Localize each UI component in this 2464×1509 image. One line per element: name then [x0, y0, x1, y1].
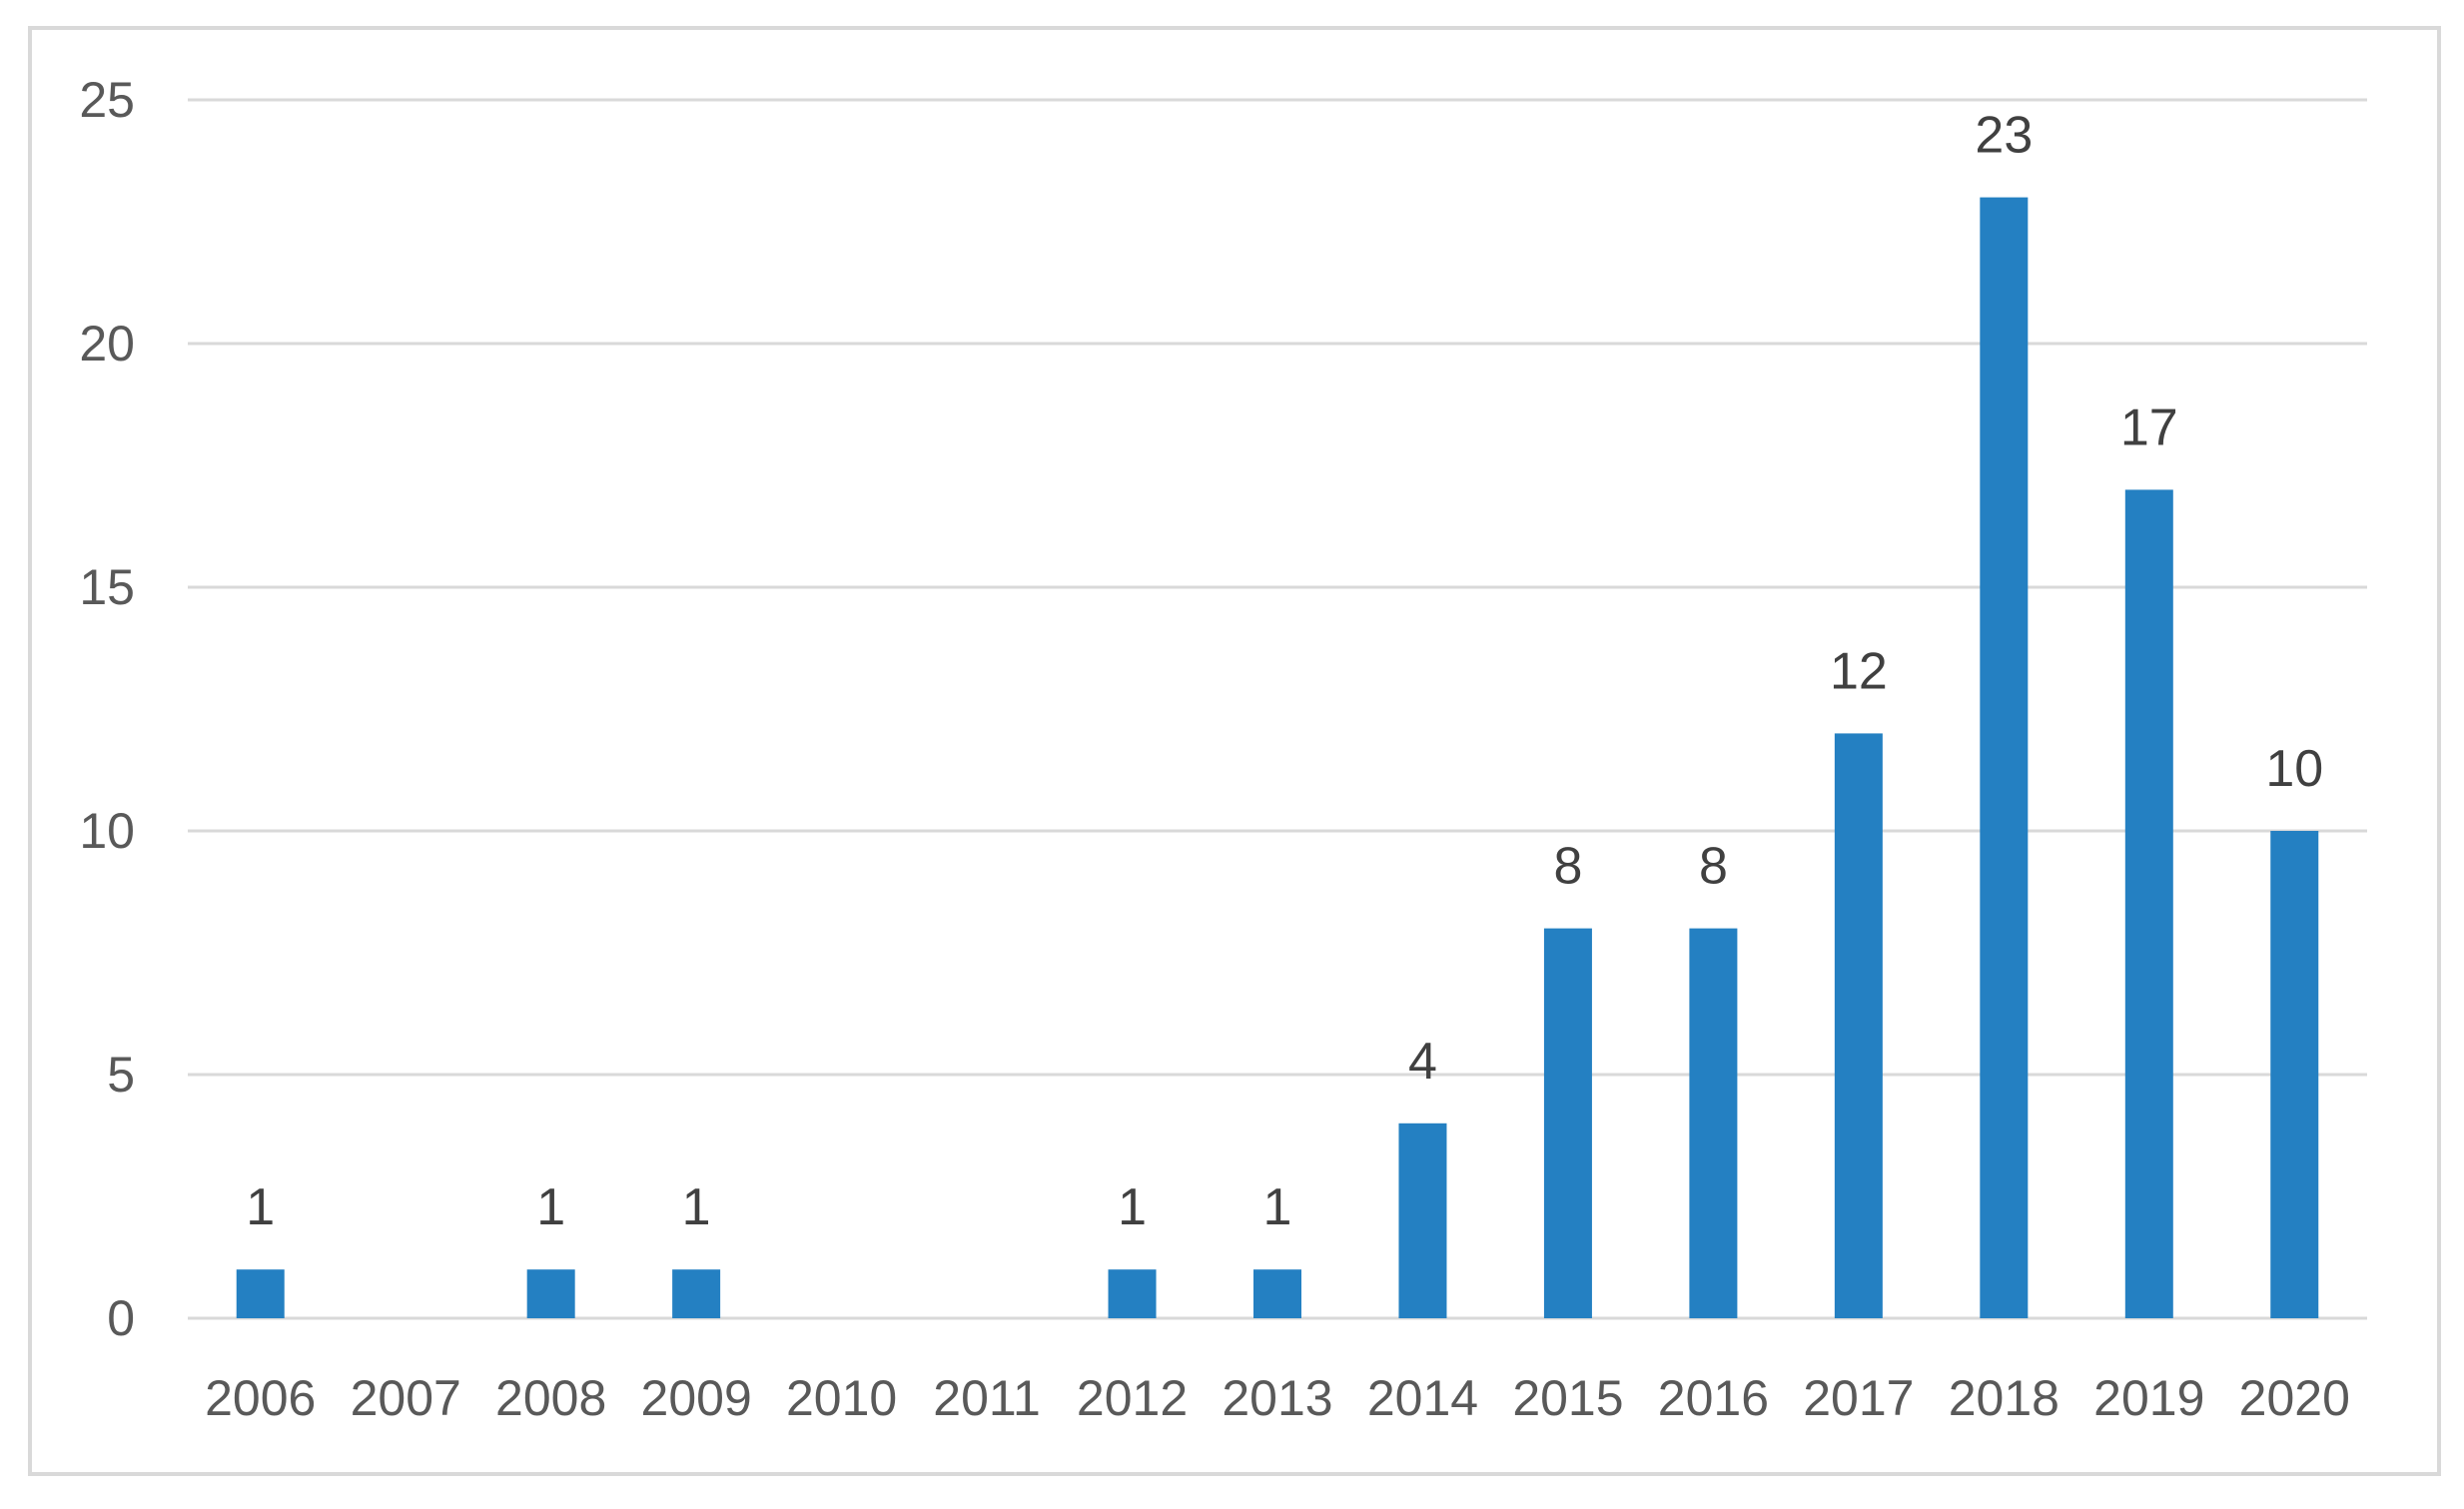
x-tick-label-2018: 2018 — [1949, 1370, 2059, 1426]
x-tick-label-2008: 2008 — [495, 1370, 606, 1426]
x-tick-label-2007: 2007 — [351, 1370, 461, 1426]
data-label-2017: 12 — [1830, 642, 1888, 700]
bars — [236, 197, 2319, 1319]
x-tick-label-2006: 2006 — [205, 1370, 316, 1426]
y-axis-tick-labels: 0 5 10 15 20 25 — [79, 72, 135, 1346]
bar-2020 — [2270, 831, 2319, 1318]
y-tick-label: 10 — [79, 803, 135, 859]
y-tick-label: 0 — [107, 1290, 135, 1346]
data-label-2015: 8 — [1553, 838, 1582, 896]
data-label-2006: 1 — [246, 1178, 275, 1236]
data-label-2018: 23 — [1975, 107, 2033, 165]
x-tick-label-2013: 2013 — [1222, 1370, 1332, 1426]
x-tick-label-2017: 2017 — [1803, 1370, 1914, 1426]
y-tick-label: 20 — [79, 316, 135, 372]
y-tick-label: 25 — [79, 72, 135, 128]
bar-2006 — [236, 1269, 285, 1318]
data-labels: 1 1 1 1 1 4 8 8 12 23 17 10 — [246, 107, 2323, 1237]
x-tick-label-2016: 2016 — [1658, 1370, 1769, 1426]
bar-2009 — [672, 1269, 721, 1318]
bar-2018 — [1980, 197, 2029, 1319]
x-tick-label-2009: 2009 — [641, 1370, 752, 1426]
x-tick-label-2015: 2015 — [1512, 1370, 1623, 1426]
data-label-2014: 4 — [1408, 1033, 1437, 1091]
y-tick-label: 5 — [107, 1047, 135, 1103]
chart-border — [28, 26, 2441, 1476]
x-axis-tick-labels: 2006 2007 2008 2009 2010 2011 2012 2013 2014 2015… — [205, 1370, 2350, 1426]
x-tick-label-2010: 2010 — [786, 1370, 897, 1426]
data-label-2008: 1 — [536, 1178, 565, 1236]
bar-2016 — [1689, 928, 1738, 1318]
bar-2017 — [1834, 733, 1883, 1318]
data-label-2012: 1 — [1118, 1178, 1147, 1236]
data-label-2019: 17 — [2120, 398, 2178, 456]
bar-2014 — [1398, 1123, 1447, 1318]
bar-2012 — [1108, 1269, 1157, 1318]
bar-2019 — [2124, 489, 2173, 1318]
y-tick-label: 15 — [79, 559, 135, 615]
bar-2008 — [526, 1269, 575, 1318]
data-label-2009: 1 — [682, 1178, 711, 1236]
bar-2015 — [1543, 928, 1592, 1318]
data-label-2013: 1 — [1263, 1178, 1292, 1236]
data-label-2020: 10 — [2265, 740, 2323, 798]
bar-2013 — [1253, 1269, 1301, 1318]
x-tick-label-2012: 2012 — [1077, 1370, 1188, 1426]
x-tick-label-2014: 2014 — [1367, 1370, 1478, 1426]
x-tick-label-2011: 2011 — [933, 1370, 1041, 1426]
x-tick-label-2020: 2020 — [2239, 1370, 2350, 1426]
x-tick-label-2019: 2019 — [2093, 1370, 2204, 1426]
data-label-2016: 8 — [1699, 838, 1728, 896]
